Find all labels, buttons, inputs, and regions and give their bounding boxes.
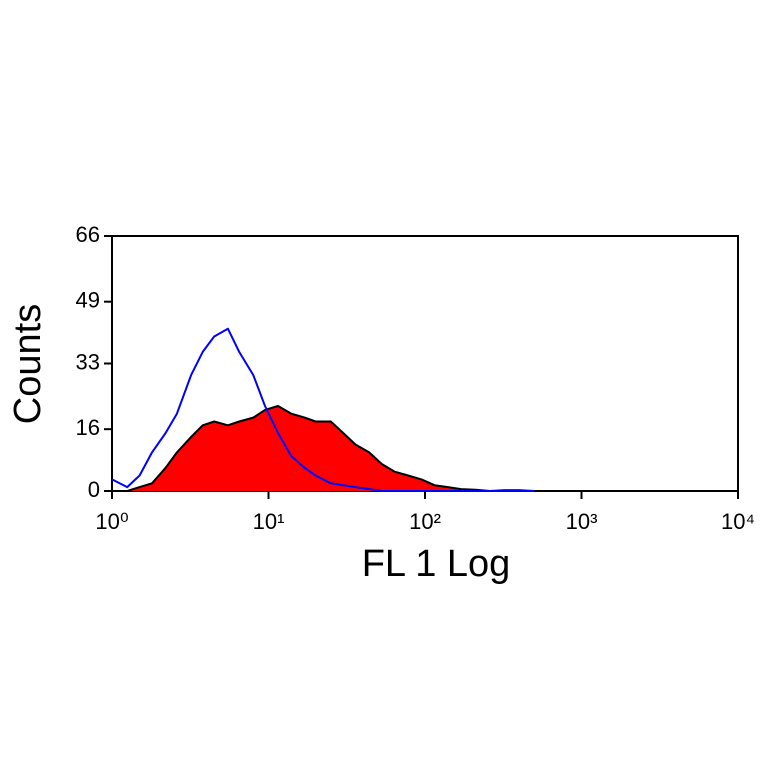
x-tick-label: 10² [409,509,441,534]
y-axis-label: Counts [7,304,49,424]
y-tick-label: 16 [76,415,100,440]
x-tick-label: 10³ [566,509,598,534]
y-tick-label: 49 [76,287,100,312]
x-tick-label: 10⁴ [721,509,755,534]
x-tick-label: 10⁰ [95,509,128,534]
x-axis-label: FL 1 Log [362,543,511,585]
histogram-area [112,405,535,492]
x-tick-label: 10¹ [253,509,285,534]
y-tick-label: 0 [88,477,100,502]
histogram-line [111,327,535,492]
y-tick-label: 33 [76,349,100,374]
y-tick-label: 66 [76,222,100,247]
